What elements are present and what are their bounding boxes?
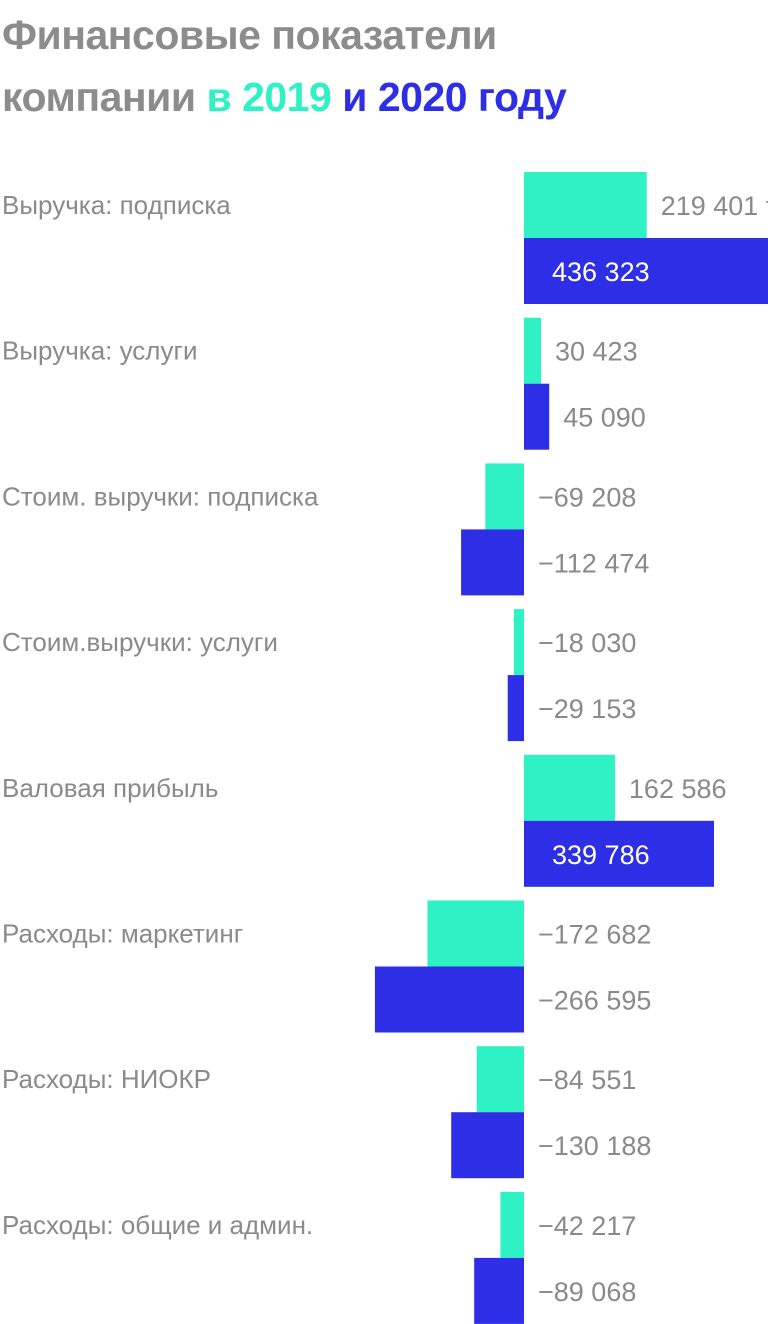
value-label-2019: 30 423: [555, 337, 638, 367]
value-label-2020: −112 474: [538, 548, 649, 578]
value-label-2019: −172 682: [538, 920, 651, 950]
value-label-2019: 219 401 тыс. $: [661, 191, 768, 221]
title-year-2020: 2020 году: [377, 74, 567, 120]
bar-2019: [427, 900, 524, 967]
bar-2020: [474, 1257, 524, 1324]
value-label-2020: 45 090: [563, 403, 646, 433]
bar-2019: [524, 754, 615, 821]
category-label: Расходы: НИОКР: [2, 1064, 211, 1094]
value-label-2020: −130 188: [538, 1131, 651, 1161]
category-label: Выручка: подписка: [2, 190, 231, 220]
bar-2020: [451, 1112, 524, 1179]
bar-2019: [524, 172, 647, 238]
title-year-2019: в 2019: [206, 74, 332, 120]
bar-2019: [485, 463, 524, 530]
category-label: Стоим. выручки: подписка: [2, 481, 319, 511]
category-label: Расходы: общие и админ.: [2, 1210, 313, 1240]
value-label-2020: 339 786: [552, 840, 650, 870]
bar-2019: [513, 609, 524, 676]
value-label-2020: −266 595: [538, 986, 651, 1016]
value-label-2020: −29 153: [538, 694, 636, 724]
chart-title: Финансовые показатели компании в 2019 и …: [2, 4, 762, 128]
value-label-2019: −18 030: [538, 628, 636, 658]
value-label-2019: −84 551: [538, 1065, 636, 1095]
bar-2019: [476, 1046, 524, 1113]
category-label: Расходы: маркетинг: [2, 919, 243, 949]
title-connector: и: [342, 74, 367, 120]
bar-2020: [524, 820, 715, 887]
bar-2020: [461, 529, 524, 596]
category-label: Стоим.выручки: услуги: [2, 627, 278, 657]
bar-2020: [374, 966, 524, 1033]
bar-2019: [524, 317, 542, 384]
bar-2019: [500, 1191, 524, 1258]
title-line2-start: компании: [2, 74, 196, 120]
bar-2020: [524, 238, 768, 304]
category-label: Выручка: услуги: [2, 336, 197, 366]
category-label: Валовая прибыль: [2, 773, 218, 803]
value-label-2020: 436 323: [552, 257, 650, 287]
title-line1: Финансовые показатели: [2, 12, 497, 58]
value-label-2019: 162 586: [629, 774, 727, 804]
unit-label: тыс. $: [758, 191, 768, 221]
value-label-2019: −69 208: [538, 482, 636, 512]
value-label-2020: −89 068: [538, 1277, 636, 1307]
value-label-2019: −42 217: [538, 1211, 636, 1241]
bar-2020: [524, 383, 550, 450]
bar-2020: [507, 675, 524, 742]
